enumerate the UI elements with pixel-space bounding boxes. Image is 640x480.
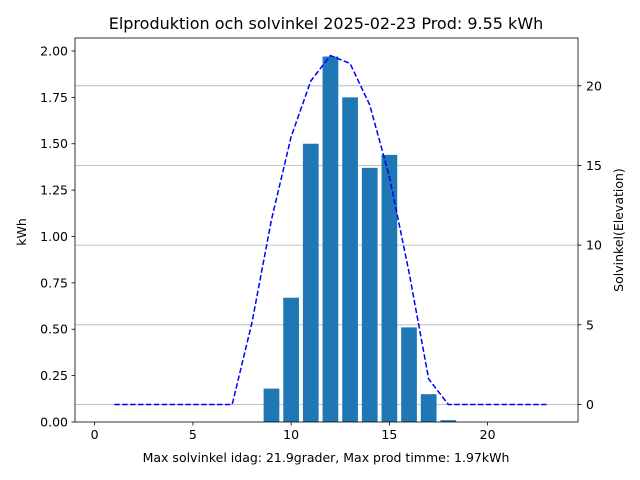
y-axis-label: kWh [14,218,29,246]
plot-frame [74,37,579,423]
bar [440,420,457,422]
y-tick-label: 1.25 [40,183,68,198]
right-y-tick-label: 0 [586,397,594,412]
x-tick-label: 0 [91,427,99,442]
x-tick-label: 5 [189,427,197,442]
bar [302,143,319,422]
y-tick-label: 1.75 [40,90,68,105]
ticks: 0 5 10 15 20 0.00 0.25 0.50 0.75 1.00 1.25 1.50 1.75… [40,43,602,442]
right-y-tick-label: 5 [586,317,594,332]
y-tick-label: 0.75 [40,275,68,290]
y-tick-label: 0.00 [40,415,68,430]
x-tick-label: 10 [283,427,299,442]
y-tick-label: 1.50 [40,136,68,151]
bar [283,297,299,422]
bar [322,56,339,423]
y-tick-label: 0.50 [40,322,68,337]
right-y-tick-label: 20 [586,78,602,93]
bar [401,327,417,422]
right-y-tick-label: 15 [586,158,602,173]
bar-series [263,56,457,423]
x-tick-label: 20 [480,427,496,442]
y-tick-label: 1.00 [40,229,68,244]
bar [420,394,437,422]
x-tick-label: 15 [381,427,397,442]
y-tick-label: 0.25 [40,368,68,383]
chart-title: Elproduktion och solvinkel 2025-02-23 Pr… [109,14,544,33]
axes [74,37,579,423]
right-y-tick-label: 10 [586,238,602,253]
bar [361,167,378,422]
bar [342,97,358,423]
x-axis-label: Max solvinkel idag: 21.9grader, Max prod… [143,450,510,465]
elevation-line-series [114,54,547,406]
y-tick-label: 2.00 [40,43,68,58]
right-y-axis-label: Solvinkel(Elevation) [611,168,626,292]
bar [381,154,398,422]
elevation-line [114,54,547,406]
bar [263,388,280,422]
